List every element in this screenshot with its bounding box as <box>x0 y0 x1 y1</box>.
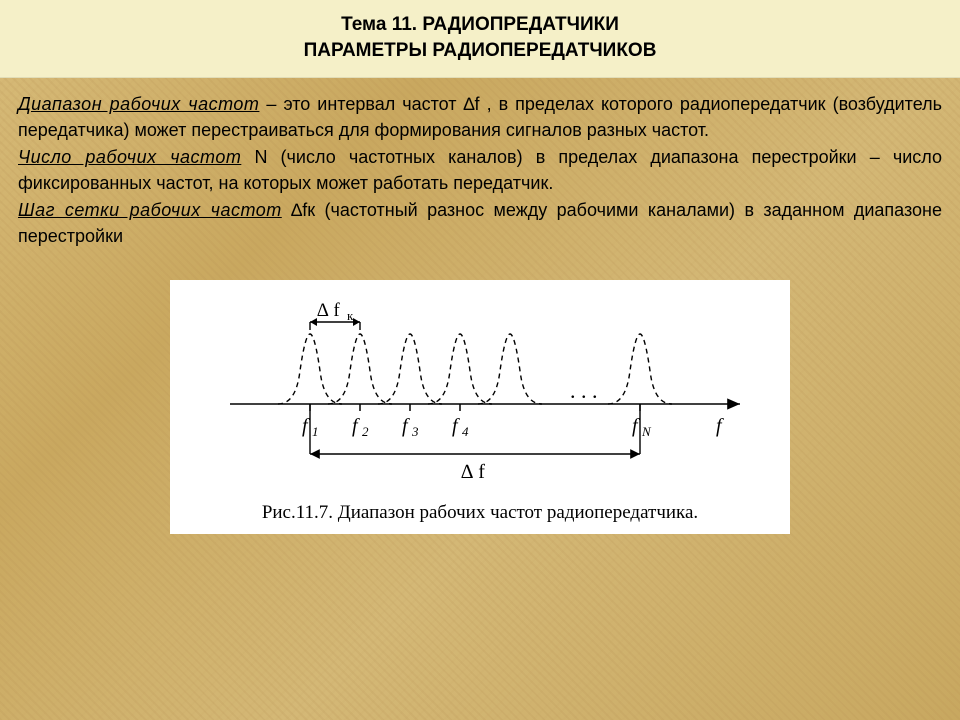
slide-header: Тема 11. РАДИОПРЕДАТЧИКИ ПАРАМЕТРЫ РАДИО… <box>0 0 960 78</box>
svg-text:N: N <box>641 424 652 439</box>
svg-text:3: 3 <box>411 424 419 439</box>
paragraph-1: Диапазон рабочих частот – это интервал ч… <box>18 92 942 143</box>
svg-text:f: f <box>716 415 724 437</box>
frequency-diagram: . . .f1f2f3f4fNf∆ fк∆ f <box>200 294 760 494</box>
svg-text:. . .: . . . <box>570 378 598 403</box>
header-line-2: ПАРАМЕТРЫ РАДИОПЕРЕДАТЧИКОВ <box>20 38 940 64</box>
svg-text:к: к <box>347 308 354 323</box>
svg-text:f: f <box>452 415 460 437</box>
figure-caption: Рис.11.7. Диапазон рабочих частот радиоп… <box>180 502 780 524</box>
paragraph-3: Шаг сетки рабочих частот ∆fк (частотный … <box>18 198 942 249</box>
svg-text:2: 2 <box>362 424 369 439</box>
term-1: Диапазон рабочих частот <box>18 94 259 114</box>
svg-text:f: f <box>632 415 640 437</box>
term-2: Число рабочих частот <box>18 147 241 167</box>
header-line-1: Тема 11. РАДИОПРЕДАТЧИКИ <box>20 12 940 38</box>
svg-text:f: f <box>302 415 310 437</box>
paragraph-2: Число рабочих частот N (число частотных … <box>18 145 942 196</box>
svg-text:∆ f: ∆ f <box>461 461 485 483</box>
svg-text:∆ f: ∆ f <box>317 300 340 321</box>
body-text: Диапазон рабочих частот – это интервал ч… <box>0 78 960 261</box>
svg-text:4: 4 <box>462 424 469 439</box>
figure-container: . . .f1f2f3f4fNf∆ fк∆ f Рис.11.7. Диапаз… <box>170 280 790 534</box>
term-3: Шаг сетки рабочих частот <box>18 200 282 220</box>
svg-text:1: 1 <box>312 424 319 439</box>
svg-text:f: f <box>352 415 360 437</box>
svg-text:f: f <box>402 415 410 437</box>
